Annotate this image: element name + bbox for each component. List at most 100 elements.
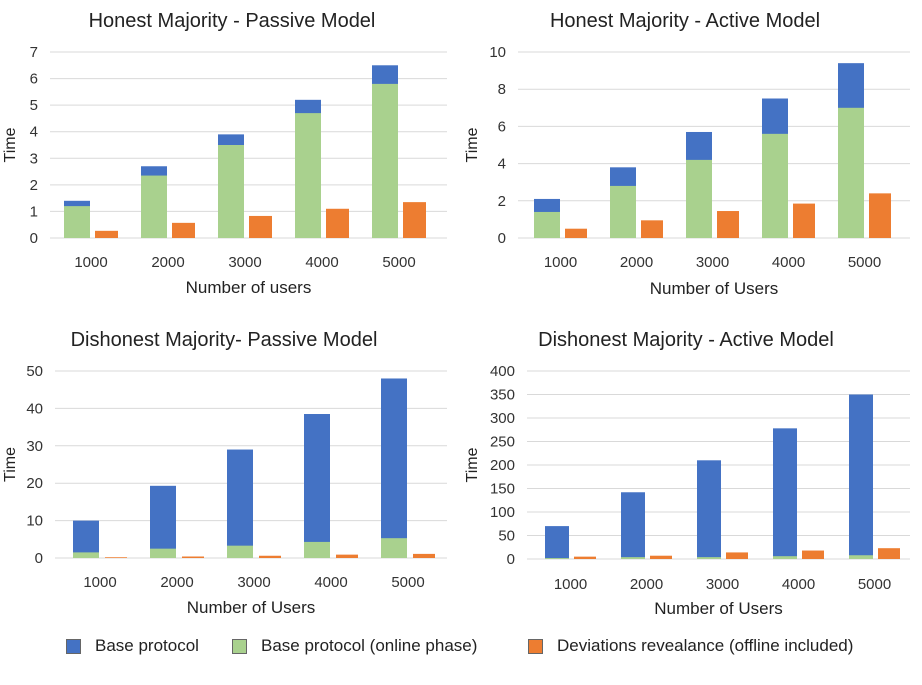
chart4-ytick-label: 350 bbox=[490, 387, 515, 404]
chart3-xtick-label-2000: 2000 bbox=[160, 574, 193, 591]
chart1-bar-online-2000 bbox=[141, 175, 167, 238]
chart4-bar-online-2000 bbox=[621, 557, 645, 559]
chart2-ytick-label: 8 bbox=[498, 81, 506, 98]
chart2-bar-online-1000 bbox=[534, 211, 560, 238]
chart3-ylabel: Time bbox=[2, 447, 19, 482]
chart4-xtick-label-3000: 3000 bbox=[706, 576, 739, 593]
chart2-bar-deviation-3000 bbox=[717, 211, 739, 238]
chart2-ylabel: Time bbox=[464, 127, 481, 162]
chart3-ytick-label: 10 bbox=[26, 513, 43, 530]
legend-item-online-phase: Base protocol (online phase) bbox=[232, 636, 477, 656]
chart1-ytick-label: 0 bbox=[30, 230, 38, 247]
chart4-bar-base-5000 bbox=[849, 394, 873, 559]
chart4-bar-online-3000 bbox=[697, 557, 721, 559]
chart1-bar-online-4000 bbox=[295, 113, 321, 238]
chart3-bar-base-1000 bbox=[73, 520, 99, 558]
chart3-bar-deviation-4000 bbox=[336, 554, 358, 558]
chart3-bar-online-3000 bbox=[227, 545, 253, 558]
chart4-bar-deviation-3000 bbox=[726, 552, 748, 559]
chart2-bar-deviation-1000 bbox=[565, 228, 587, 238]
chart2-xtick-label-5000: 5000 bbox=[848, 254, 881, 271]
chart3-xtick-label-4000: 4000 bbox=[314, 574, 347, 591]
chart2-xtick-label-1000: 1000 bbox=[544, 254, 577, 271]
chart1-bar-online-1000 bbox=[64, 206, 90, 238]
chart4-xtick-label-4000: 4000 bbox=[782, 576, 815, 593]
chart1-ytick-label: 3 bbox=[30, 150, 38, 167]
chart3-bar-base-3000 bbox=[227, 449, 253, 558]
chart2-bar-online-4000 bbox=[762, 133, 788, 238]
legend-item-deviations: Deviations revealance (offline included) bbox=[528, 636, 853, 656]
chart4-bar-online-1000 bbox=[545, 558, 569, 559]
chart3-bar-deviation-2000 bbox=[182, 556, 204, 558]
chart1-bar-deviation-4000 bbox=[326, 208, 349, 238]
chart4-ytick-label: 300 bbox=[490, 410, 515, 427]
chart1-ylabel: Time bbox=[2, 127, 19, 162]
chart1-ytick-label: 6 bbox=[30, 71, 38, 88]
chart3-xtick-label-3000: 3000 bbox=[237, 574, 270, 591]
chart4-bar-deviation-4000 bbox=[802, 550, 824, 559]
chart3-bar-online-2000 bbox=[150, 548, 176, 558]
chart2-bar-online-2000 bbox=[610, 185, 636, 238]
chart1-xtick-label-3000: 3000 bbox=[228, 254, 261, 271]
chart4-bar-base-2000 bbox=[621, 492, 645, 559]
legend-swatch-deviations bbox=[528, 638, 543, 654]
legend-swatch-base bbox=[66, 638, 81, 654]
chart1-xlabel: Number of users bbox=[186, 278, 312, 297]
chart1-ytick-label: 2 bbox=[30, 177, 38, 194]
chart4-bar-base-4000 bbox=[773, 428, 797, 559]
legend-swatch-online bbox=[232, 638, 247, 654]
chart2-ytick-label: 2 bbox=[498, 193, 506, 210]
chart4-bar-base-3000 bbox=[697, 460, 721, 559]
chart4-bar-deviation-1000 bbox=[574, 556, 596, 559]
chart4-title: Dishonest Majority - Active Model bbox=[538, 329, 834, 351]
chart2-bar-online-3000 bbox=[686, 159, 712, 238]
legend-label-online: Base protocol (online phase) bbox=[261, 636, 478, 655]
chart1-bar-deviation-3000 bbox=[249, 215, 272, 238]
chart1-bar-online-5000 bbox=[372, 83, 398, 238]
chart1-bar-deviation-5000 bbox=[403, 202, 426, 238]
chart2-xtick-label-3000: 3000 bbox=[696, 254, 729, 271]
chart3-xtick-label-1000: 1000 bbox=[83, 574, 116, 591]
chart2-ytick-label: 10 bbox=[489, 44, 506, 61]
chart3-ytick-label: 20 bbox=[26, 475, 43, 492]
chart1-xtick-label-4000: 4000 bbox=[305, 254, 338, 271]
chart3-bar-online-1000 bbox=[73, 552, 99, 558]
chart4-bar-online-4000 bbox=[773, 556, 797, 559]
chart4-ytick-label: 200 bbox=[490, 457, 515, 474]
chart1-xtick-label-2000: 2000 bbox=[151, 254, 184, 271]
chart3-title: Dishonest Majority- Passive Model bbox=[71, 329, 378, 351]
chart4-ytick-label: 250 bbox=[490, 434, 515, 451]
chart3-ytick-label: 0 bbox=[35, 550, 43, 567]
chart3-ytick-label: 30 bbox=[26, 438, 43, 455]
chart2-ytick-label: 0 bbox=[498, 230, 506, 247]
chart1-bar-deviation-1000 bbox=[95, 230, 118, 238]
chart1-xtick-label-5000: 5000 bbox=[382, 254, 415, 271]
chart3-ytick-label: 40 bbox=[26, 400, 43, 417]
chart4-ytick-label: 0 bbox=[507, 551, 515, 568]
chart1-ytick-label: 1 bbox=[30, 203, 38, 220]
chart2-title: Honest Majority - Active Model bbox=[550, 10, 820, 32]
chart2-xtick-label-4000: 4000 bbox=[772, 254, 805, 271]
chart4-bar-deviation-5000 bbox=[878, 548, 900, 559]
chart3-bar-deviation-3000 bbox=[259, 555, 281, 558]
chart4-xtick-label-5000: 5000 bbox=[858, 576, 891, 593]
legend-label-base: Base protocol bbox=[95, 636, 199, 655]
chart3-bar-base-2000 bbox=[150, 485, 176, 558]
legend: Base protocol Base protocol (online phas… bbox=[66, 636, 906, 664]
chart2-bar-deviation-5000 bbox=[869, 193, 891, 238]
chart2-bar-deviation-2000 bbox=[641, 220, 663, 238]
legend-label-deviations: Deviations revealance (offline included) bbox=[557, 636, 854, 655]
chart2-ytick-label: 4 bbox=[498, 156, 506, 173]
chart4-ytick-label: 400 bbox=[490, 363, 515, 380]
chart2-bar-deviation-4000 bbox=[793, 203, 815, 238]
chart3-xtick-label-5000: 5000 bbox=[391, 574, 424, 591]
chart2-xtick-label-2000: 2000 bbox=[620, 254, 653, 271]
chart3-bar-base-5000 bbox=[381, 378, 407, 558]
chart1-xtick-label-1000: 1000 bbox=[74, 254, 107, 271]
chart4-bar-online-5000 bbox=[849, 555, 873, 559]
chart4-ytick-label: 100 bbox=[490, 504, 515, 521]
chart2-ytick-label: 6 bbox=[498, 118, 506, 135]
chart3-bar-online-5000 bbox=[381, 538, 407, 558]
chart4-ylabel: Time bbox=[464, 447, 481, 482]
